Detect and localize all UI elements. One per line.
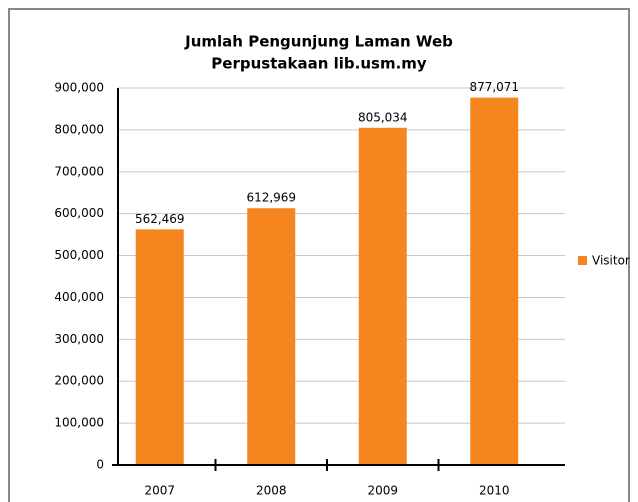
y-tick-label: 800,000	[54, 122, 104, 136]
chart-title: Perpustakaan lib.usm.my	[211, 55, 427, 73]
y-tick-label: 900,000	[54, 81, 104, 95]
x-tick-label: 2010	[479, 484, 510, 498]
bar	[247, 208, 296, 465]
data-label: 562,469	[135, 212, 185, 226]
y-tick-label: 100,000	[54, 416, 104, 430]
y-tick-label: 500,000	[54, 248, 104, 262]
bar	[358, 127, 407, 465]
y-tick-label: 400,000	[54, 290, 104, 304]
y-tick-label: 0	[96, 458, 104, 472]
y-tick-label: 200,000	[54, 374, 104, 388]
x-tick-label: 2007	[144, 484, 175, 498]
x-tick-label: 2008	[256, 484, 287, 498]
chart-title: Jumlah Pengunjung Laman Web	[184, 33, 453, 51]
x-tick-label: 2009	[367, 484, 398, 498]
data-label: 805,034	[358, 110, 408, 124]
y-tick-label: 700,000	[54, 164, 104, 178]
legend-label: Visitor	[592, 254, 630, 268]
y-tick-label: 300,000	[54, 332, 104, 346]
data-label: 877,071	[469, 80, 519, 94]
y-tick-label: 600,000	[54, 206, 104, 220]
bar	[470, 97, 519, 465]
legend-swatch	[578, 256, 587, 265]
bar	[135, 229, 184, 465]
data-label: 612,969	[246, 191, 296, 205]
